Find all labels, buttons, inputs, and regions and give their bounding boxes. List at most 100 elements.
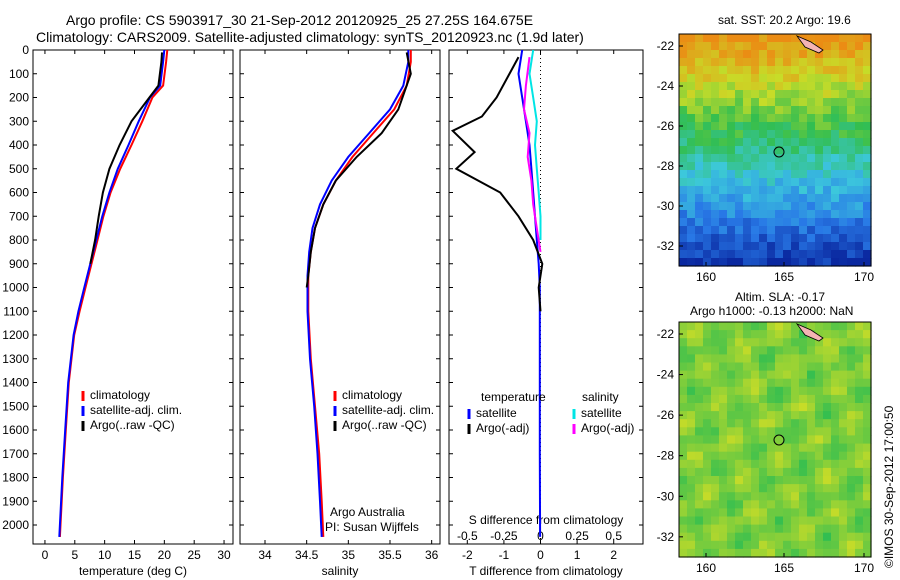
map-cell bbox=[775, 242, 784, 251]
map-cell bbox=[847, 443, 856, 453]
map-cell bbox=[687, 258, 696, 267]
map-cell bbox=[815, 202, 824, 211]
map-cell bbox=[807, 194, 816, 203]
map-cell bbox=[767, 42, 776, 51]
map-cell bbox=[815, 403, 824, 412]
map-cell bbox=[855, 66, 864, 75]
map-cell bbox=[751, 82, 760, 91]
map-cell bbox=[823, 218, 832, 227]
map-cell bbox=[727, 443, 736, 453]
map-cell bbox=[767, 338, 776, 347]
map-cell bbox=[695, 524, 704, 534]
map-cell bbox=[855, 170, 864, 179]
map-y-tick-label: -26 bbox=[657, 119, 675, 133]
map-cell bbox=[831, 146, 840, 155]
map-cell bbox=[759, 210, 768, 219]
map-cell bbox=[839, 74, 848, 83]
map-cell bbox=[687, 338, 696, 347]
map-x-tick-label: 165 bbox=[774, 561, 794, 575]
map-cell bbox=[807, 146, 816, 155]
map-cell bbox=[791, 154, 800, 163]
map-cell bbox=[767, 443, 776, 453]
map-cell bbox=[799, 170, 808, 179]
map-cell bbox=[751, 154, 760, 163]
map-cell bbox=[751, 218, 760, 227]
map-cell bbox=[759, 234, 768, 243]
map-cell bbox=[783, 508, 792, 518]
map-cell bbox=[783, 322, 792, 331]
map-cell bbox=[815, 66, 824, 75]
map-cell bbox=[783, 162, 792, 171]
map-cell bbox=[815, 532, 824, 542]
map-cell bbox=[823, 378, 832, 388]
map-cell bbox=[695, 130, 704, 139]
map-cell bbox=[815, 210, 824, 219]
map-cell bbox=[863, 508, 872, 518]
map-cell bbox=[847, 500, 856, 509]
map-cell bbox=[735, 492, 744, 501]
map-cell bbox=[719, 443, 728, 453]
map-cell bbox=[775, 218, 784, 227]
map-cell bbox=[735, 394, 744, 404]
map-cell bbox=[847, 50, 856, 59]
map-cell bbox=[703, 403, 712, 412]
map-x-tick-label: 170 bbox=[854, 270, 874, 284]
map-cell bbox=[679, 138, 688, 147]
map-cell bbox=[863, 250, 872, 259]
map-cell bbox=[767, 548, 776, 558]
map-cell bbox=[751, 492, 760, 501]
map-cell bbox=[695, 330, 704, 339]
map-cell bbox=[767, 516, 776, 526]
x-axis-label: salinity bbox=[322, 564, 359, 578]
map-cell bbox=[751, 90, 760, 99]
map-cell bbox=[743, 162, 752, 171]
map-cell bbox=[727, 50, 736, 59]
series-line-temperature bbox=[58, 49, 169, 537]
map-cell bbox=[807, 548, 816, 558]
map-cell bbox=[743, 476, 752, 485]
map-cell bbox=[847, 130, 856, 139]
map-cell bbox=[799, 82, 808, 91]
map-cell bbox=[735, 451, 744, 461]
map-cell bbox=[743, 548, 752, 558]
map-cell bbox=[751, 122, 760, 131]
sla-map-title-line2: Argo h1000: -0.13 h2000: NaN bbox=[690, 304, 854, 318]
map-cell bbox=[719, 226, 728, 235]
map-cell bbox=[863, 419, 872, 428]
map-cell bbox=[743, 234, 752, 243]
map-cell bbox=[775, 250, 784, 259]
map-cell bbox=[775, 210, 784, 219]
map-cell bbox=[735, 508, 744, 518]
map-cell bbox=[855, 419, 864, 428]
map-cell bbox=[863, 122, 872, 131]
map-cell bbox=[687, 106, 696, 115]
map-cell bbox=[679, 178, 688, 187]
map-cell bbox=[775, 427, 784, 436]
map-cell bbox=[743, 82, 752, 91]
map-cell bbox=[703, 492, 712, 501]
map-cell bbox=[783, 258, 792, 267]
map-cell bbox=[823, 362, 832, 372]
map-cell bbox=[703, 346, 712, 355]
map-cell bbox=[767, 459, 776, 469]
map-cell bbox=[775, 154, 784, 163]
map-cell bbox=[791, 218, 800, 227]
map-cell bbox=[703, 459, 712, 469]
map-cell bbox=[799, 476, 808, 485]
map-cell bbox=[703, 194, 712, 203]
map-cell bbox=[839, 90, 848, 99]
map-cell bbox=[743, 492, 752, 501]
map-cell bbox=[727, 516, 736, 526]
map-cell bbox=[767, 202, 776, 211]
map-cell bbox=[703, 378, 712, 388]
legend-label: climatology bbox=[342, 388, 402, 402]
map-cell bbox=[831, 516, 840, 526]
map-cell bbox=[847, 114, 856, 123]
map-cell bbox=[839, 500, 848, 509]
map-cell bbox=[711, 218, 720, 227]
map-cell bbox=[839, 234, 848, 243]
map-cell bbox=[799, 178, 808, 187]
map-cell bbox=[791, 548, 800, 558]
map-cell bbox=[783, 451, 792, 461]
map-cell bbox=[863, 378, 872, 388]
